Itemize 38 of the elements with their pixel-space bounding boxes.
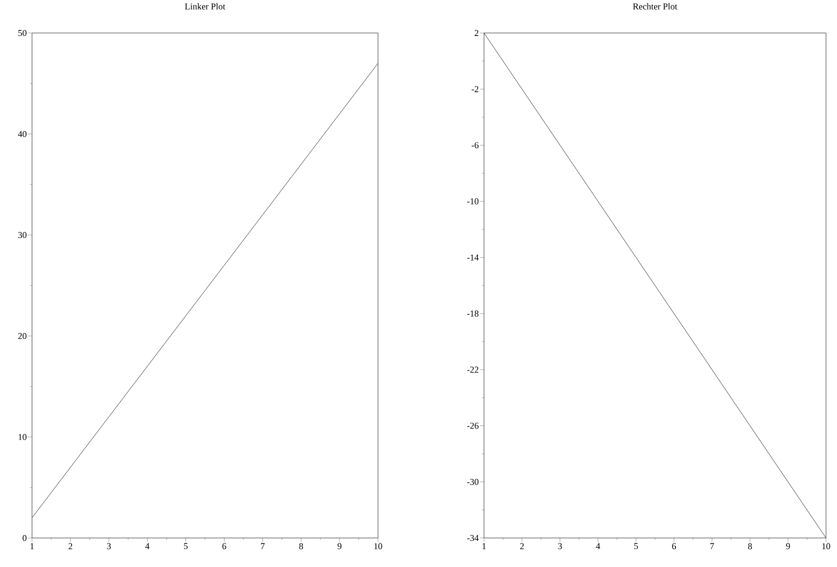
x-tick-label: 3 [107,543,111,550]
y-tick-label: -26 [467,422,479,429]
x-tick-label: 8 [748,543,752,550]
x-tick-label: 4 [596,543,600,550]
x-tick-label: 2 [68,543,72,550]
chart-title: Rechter Plot [632,3,678,10]
x-tick-label: 1 [30,543,34,550]
x-tick-label: 9 [338,543,342,550]
y-tick-label: -2 [472,86,478,92]
x-tick-label: 7 [261,543,265,550]
x-tick-label: 5 [634,543,638,550]
y-tick-label: 30 [18,232,26,238]
x-tick-label: 8 [299,543,304,550]
x-tick-label: 9 [786,543,790,550]
x-tick-label: 10 [374,543,382,550]
x-tick-label: 3 [558,543,562,550]
x-tick-label: 5 [184,543,188,550]
x-tick-label: 6 [672,543,676,550]
y-tick-label: 0 [22,534,26,542]
y-tick-label: 2 [474,30,478,36]
y-tick-label: -34 [467,534,479,542]
y-tick-label: 50 [18,30,26,36]
y-tick-label: 10 [18,434,26,440]
x-tick-label: 1 [482,543,486,550]
x-tick-label: 10 [822,543,830,550]
y-tick-label: -22 [467,366,478,373]
y-tick-label: 20 [18,332,26,340]
y-tick-label: 40 [18,130,26,138]
x-tick-label: 6 [222,543,226,550]
y-tick-label: -30 [467,478,478,485]
x-tick-label: 7 [710,543,714,550]
y-tick-label: -6 [472,142,479,148]
y-tick-label: -10 [467,198,478,204]
y-tick-label: -18 [467,310,478,317]
y-tick-label: -14 [467,254,479,260]
x-tick-label: 2 [520,543,524,550]
x-tick-label: 4 [145,543,150,550]
chart-title: Linker Plot [184,3,226,10]
